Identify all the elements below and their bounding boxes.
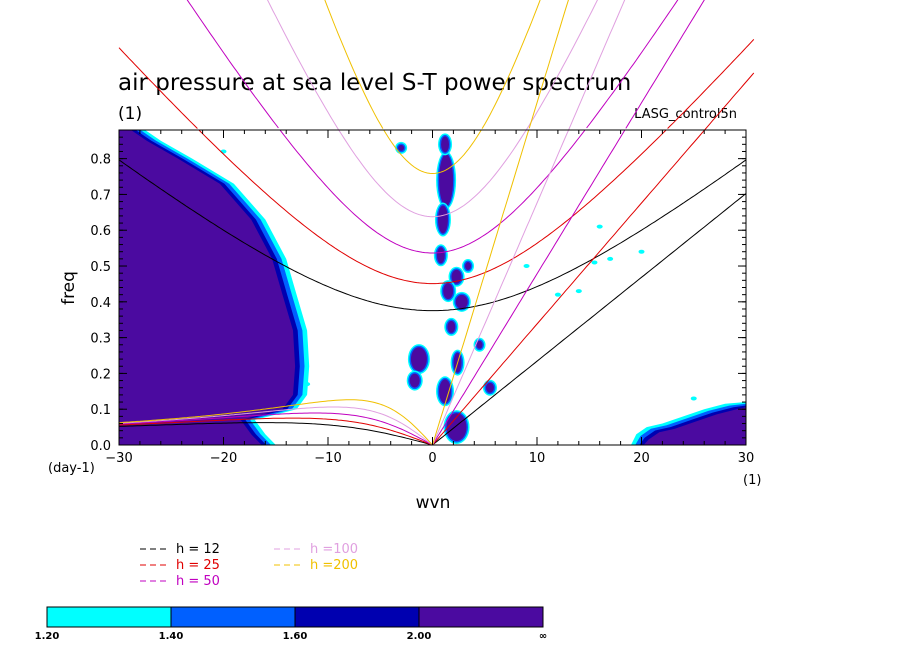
x-tick-label: 10 — [529, 451, 546, 466]
heatmap-cell — [410, 347, 427, 372]
heatmap-cell — [436, 247, 445, 264]
y-tick-label: 0.1 — [90, 403, 111, 418]
heatmap-cell — [643, 407, 746, 445]
legend-label: h = 25 — [176, 558, 220, 573]
y-tick-label: 0.7 — [90, 188, 111, 203]
heatmap-cell — [575, 289, 582, 294]
legend-label: h = 50 — [176, 574, 220, 589]
rossby-curve — [119, 406, 433, 445]
dispersion-curve — [119, 159, 746, 312]
dispersion-curve-above — [266, 0, 339, 130]
heatmap-cell — [523, 264, 530, 269]
heatmap-cell — [119, 130, 296, 445]
y-tick-label: 0.4 — [90, 296, 111, 311]
x-tick-label: −20 — [210, 451, 237, 466]
y-tick-label: 0.0 — [90, 439, 111, 454]
heatmap-cell — [439, 154, 454, 207]
heatmap-cell — [485, 382, 494, 393]
kelvin-curve-above — [567, 0, 626, 131]
x-tick-label: 30 — [738, 451, 755, 466]
x-tick-label: 20 — [633, 451, 650, 466]
dispersion-curves — [119, 130, 746, 445]
x-tick-label: 0 — [428, 451, 436, 466]
x-unit-label: (1) — [743, 473, 761, 488]
rossby-curve — [119, 399, 433, 445]
heatmap-cell — [443, 283, 454, 300]
color-bar-segment — [418, 606, 544, 628]
heatmap-cell — [596, 224, 603, 229]
heatmap-cell — [690, 396, 697, 401]
dispersion-curve — [198, 130, 667, 285]
color-bar-label: 1.60 — [283, 631, 308, 642]
heatmap-cell — [446, 413, 467, 442]
dispersion-curve — [279, 130, 586, 254]
dispersion-curve-above — [324, 0, 384, 129]
heatmap-cell — [607, 256, 614, 261]
dispersion-curve-above — [526, 0, 599, 130]
rossby-curve — [119, 412, 433, 445]
color-bar: 1.20 1.40 1.60 2.00 ∞ — [35, 606, 547, 642]
y-tick-label: 0.8 — [90, 153, 111, 168]
y-tick-label: 0.3 — [90, 332, 111, 347]
heatmap-cell — [437, 205, 448, 234]
kelvin-curve — [432, 130, 570, 445]
color-bar-segment — [294, 606, 420, 628]
dispersion-curve — [338, 130, 527, 218]
heatmap-cell — [638, 249, 645, 254]
dispersion-curve-above — [481, 0, 541, 129]
heatmap-cell — [441, 136, 450, 153]
heatmap-cell — [439, 379, 452, 404]
dispersion-curves-above — [118, 0, 755, 131]
dispersion-curve-above — [667, 39, 755, 129]
units-label: (1) — [118, 104, 142, 124]
legend-label: h =100 — [310, 542, 358, 557]
y-unit-label: (day-1) — [48, 461, 95, 476]
x-axis-label: wvn — [416, 493, 451, 513]
kelvin-curve-above — [625, 0, 705, 129]
heatmap-cell — [554, 292, 561, 297]
y-axis-label: freq — [59, 271, 79, 305]
color-bar-label: 1.20 — [35, 631, 60, 642]
y-tick-label: 0.2 — [90, 367, 111, 382]
rossby-curve — [119, 422, 433, 445]
heatmap-cell — [409, 373, 420, 388]
kelvin-curve — [432, 130, 530, 445]
color-bar-label: 2.00 — [407, 631, 432, 642]
heatmap-cell — [465, 262, 472, 271]
heatmap-cell — [398, 144, 405, 151]
heatmap-cell — [591, 260, 598, 265]
kelvin-curve — [432, 130, 626, 445]
x-tick-label: −30 — [105, 451, 132, 466]
y-tick-label: 0.5 — [90, 260, 111, 275]
y-tick-label: 0.6 — [90, 224, 111, 239]
heatmap-cell — [455, 294, 468, 309]
x-tick-label: −10 — [314, 451, 341, 466]
kelvin-curve — [432, 192, 746, 445]
heatmap-cell — [304, 382, 311, 387]
color-bar-segment — [46, 606, 172, 628]
legend-label: h = 12 — [176, 542, 220, 557]
dispersion-curve-above — [186, 0, 279, 129]
run-label: LASG_control5n — [634, 107, 737, 122]
dispersion-curve-above — [118, 47, 198, 129]
dispersion-curve-above — [586, 0, 679, 129]
color-bar-label: 1.40 — [159, 631, 184, 642]
kelvin-curve-above — [528, 0, 569, 129]
heatmap-cell — [447, 320, 456, 333]
dispersion-curve — [383, 130, 482, 175]
color-bar-label: ∞ — [539, 631, 547, 642]
heatmap-shading — [119, 130, 746, 445]
color-bar-segment — [170, 606, 296, 628]
kelvin-curve-above — [703, 72, 755, 131]
heatmap-cell — [476, 340, 483, 349]
kelvin-curve — [432, 130, 706, 445]
legend-label: h =200 — [310, 558, 358, 573]
axes: −30 −20 −10 0 10 20 30 0.0 0.1 0.2 0.3 0.4 0.5 0.6 0.7… — [90, 129, 755, 466]
rossby-curve — [119, 417, 433, 445]
